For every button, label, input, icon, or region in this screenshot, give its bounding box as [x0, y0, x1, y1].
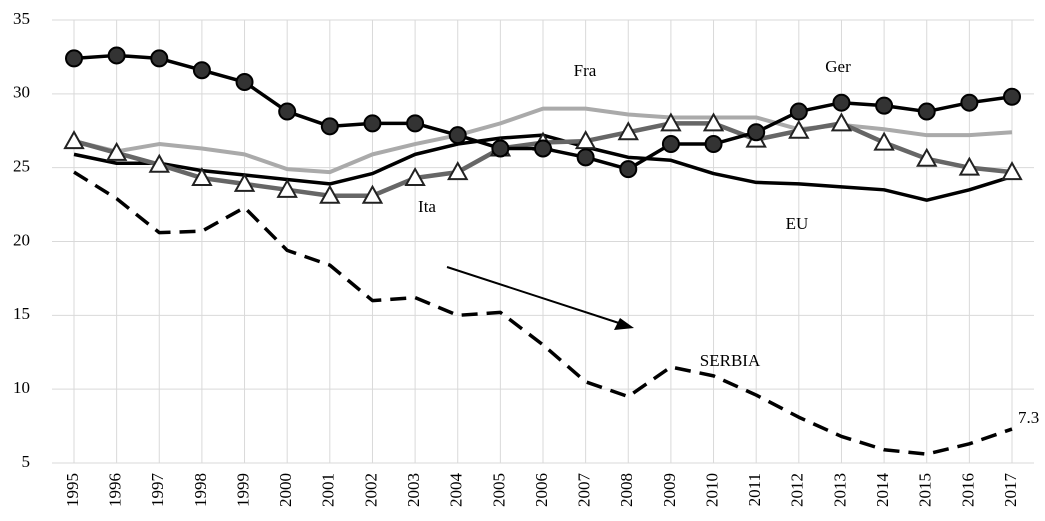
marker [534, 139, 552, 158]
x-tick-label: 2007 [575, 473, 594, 508]
labels: 5 10 15 20 25 30 35 1995 1996 1997 1998 1999 2000 200… [13, 9, 1039, 507]
x-tick-label: 2011 [745, 473, 764, 506]
marker [148, 153, 170, 173]
x-tick-label: 1999 [233, 473, 252, 507]
series-label: Ger [825, 57, 851, 76]
marker [105, 141, 128, 161]
x-tick-label: 2014 [873, 473, 892, 508]
x-tick-label: 2010 [702, 473, 721, 507]
marker [747, 123, 766, 142]
y-tick-label: 10 [13, 378, 30, 397]
x-tick-label: 2001 [319, 473, 338, 507]
marker [150, 49, 169, 68]
y-tick-label: 15 [13, 304, 30, 323]
y-tick-label: 25 [13, 157, 30, 176]
marker [875, 96, 894, 115]
marker [320, 117, 339, 136]
marker [278, 102, 297, 121]
x-tick-label: 2006 [532, 473, 551, 507]
marker [448, 126, 467, 145]
marker [830, 112, 853, 132]
y-tick-label: 30 [13, 83, 30, 102]
x-tick-label: 2012 [788, 473, 807, 507]
x-tick-label: 2004 [447, 473, 466, 508]
marker [1001, 161, 1023, 181]
y-tick-label: 5 [22, 452, 31, 471]
marker [617, 121, 639, 141]
marker [832, 93, 851, 112]
x-tick-label: 2002 [361, 473, 380, 507]
marker [65, 49, 83, 68]
x-tick-label: 2009 [660, 473, 679, 507]
marker [191, 166, 213, 187]
x-tick-label: 2000 [276, 473, 295, 507]
x-tick-label: 1995 [63, 473, 82, 507]
x-tick-label: 2013 [830, 473, 849, 507]
marker [235, 73, 254, 92]
series-label: Fra [574, 61, 597, 80]
marker [404, 166, 426, 187]
marker [574, 130, 597, 150]
marker [233, 172, 256, 192]
x-tick-label: 1998 [191, 473, 210, 507]
marker [361, 184, 384, 204]
marker [107, 46, 126, 65]
marker [276, 178, 298, 198]
marker [788, 119, 810, 139]
marker [958, 156, 981, 176]
marker [319, 184, 341, 204]
y-tick-label: 35 [13, 9, 30, 28]
grid [52, 19, 1034, 464]
marker [660, 112, 682, 132]
trend-arrow [446, 266, 626, 326]
x-tick-label: 2008 [617, 473, 636, 507]
marker [576, 148, 595, 167]
marker [1003, 87, 1021, 106]
trend-arrow-head [614, 318, 634, 330]
marker [873, 131, 895, 151]
marker [406, 114, 425, 133]
marker [916, 147, 938, 167]
series-label: EU [786, 214, 809, 233]
x-tick-label: 2003 [404, 473, 423, 507]
marker [704, 135, 723, 154]
marker [960, 93, 979, 112]
marker [702, 112, 725, 132]
marker [491, 139, 510, 158]
series-line [73, 170, 1013, 456]
series-line [73, 106, 1013, 175]
y-tick-label: 20 [13, 230, 30, 249]
marker [63, 130, 85, 150]
series-label: Ita [418, 197, 436, 216]
marker [917, 102, 936, 121]
x-tick-label: 2015 [916, 473, 935, 507]
x-tick-label: 2016 [958, 473, 977, 507]
marker [619, 160, 638, 179]
x-tick-label: 2017 [1001, 473, 1020, 508]
data-label: 7.3 [1018, 408, 1039, 427]
marker [447, 161, 469, 181]
series-label: SERBIA [700, 351, 761, 370]
marker [789, 102, 808, 121]
marker [363, 114, 382, 133]
marker [661, 135, 680, 154]
x-tick-label: 2005 [489, 473, 508, 507]
lines [63, 46, 1023, 456]
marker [192, 61, 211, 80]
x-tick-label: 1996 [106, 473, 125, 507]
x-tick-label: 1997 [148, 473, 167, 508]
